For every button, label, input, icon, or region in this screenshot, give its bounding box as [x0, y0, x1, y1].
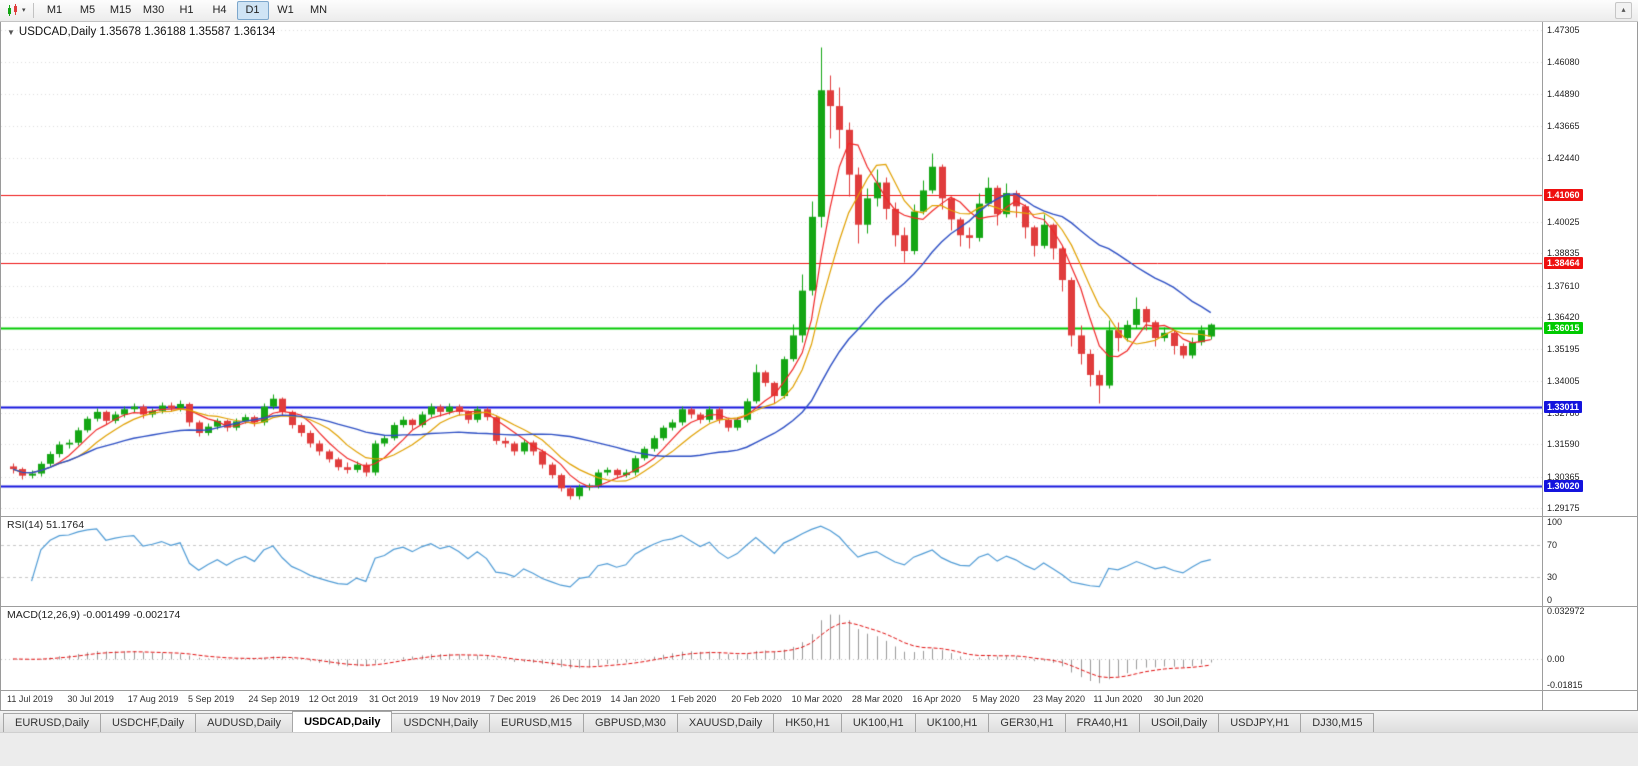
chart-tab-audusd-daily[interactable]: AUDUSD,Daily	[195, 713, 294, 732]
price-chart-canvas[interactable]	[1, 22, 1543, 516]
timeframe-button-m1[interactable]: M1	[46, 4, 63, 16]
macd-axis-label: 0.00	[1547, 653, 1565, 664]
chart-tab-usdcad-daily[interactable]: USDCAD,Daily	[292, 711, 393, 732]
price-tick-label: 1.32780	[1547, 407, 1580, 418]
rsi-level-label: 0	[1547, 595, 1553, 605]
chart-ohlc-readout: ▼ USDCAD,Daily 1.35678 1.36188 1.35587 1.…	[7, 26, 275, 38]
price-tick-label: 1.29175	[1547, 502, 1580, 513]
date-tick-label: 10 Mar 2020	[791, 694, 843, 704]
date-tick-label: 24 Sep 2019	[248, 694, 300, 704]
price-tick-label: 1.44890	[1547, 88, 1580, 99]
rsi-panel-label: RSI(14) 51.1764	[7, 519, 85, 531]
price-tick-label: 1.31590	[1547, 439, 1580, 450]
price-line-badge: 1.38464	[1544, 257, 1583, 270]
rsi-indicator-canvas[interactable]	[1, 516, 1543, 606]
chart-tab-bar: EURUSD,Daily USDCHF,Daily AUDUSD,Daily USDC…	[0, 710, 1638, 732]
chart-type-button[interactable]: ▾	[3, 2, 30, 19]
price-tick-label: 1.30365	[1547, 471, 1580, 482]
chart-tab-fra40-h1[interactable]: FRA40,H1	[1064, 713, 1140, 732]
timeframe-button-m30[interactable]: M30	[142, 4, 165, 16]
date-tick-label: 20 Feb 2020	[731, 694, 782, 704]
date-tick-label: 30 Jun 2020	[1153, 694, 1204, 704]
timeframe-button-h4[interactable]: H4	[212, 4, 227, 16]
macd-panel-label: MACD(12,26,9) -0.001499 -0.002174	[7, 609, 181, 621]
toolbar-overflow-button[interactable]: ▴	[1615, 2, 1632, 19]
date-tick-label: 31 Oct 2019	[369, 694, 419, 704]
chart-tab-dj30-m15[interactable]: DJ30,M15	[1300, 713, 1375, 732]
date-tick-label: 17 Aug 2019	[127, 694, 179, 704]
price-tick-label: 1.43665	[1547, 120, 1580, 131]
price-tick-label: 1.47305	[1547, 25, 1580, 36]
chart-tab-xauusd-daily[interactable]: XAUUSD,Daily	[676, 713, 775, 732]
chart-tab-uk100-h1[interactable]: UK100,H1	[914, 713, 990, 732]
chart-tab-ger30-h1[interactable]: GER30,H1	[988, 713, 1066, 732]
macd-axis-label: 0.032972	[1547, 605, 1585, 616]
chart-tab-usdchf-daily[interactable]: USDCHF,Daily	[99, 713, 197, 732]
chart-tab-eurusd-m15[interactable]: EURUSD,M15	[489, 713, 584, 732]
price-tick-label: 1.46080	[1547, 57, 1580, 68]
price-line-badge: 1.41060	[1544, 188, 1583, 201]
date-tick-label: 16 Apr 2020	[912, 694, 961, 704]
price-line-badge: 1.36015	[1544, 321, 1583, 334]
date-tick-label: 12 Oct 2019	[308, 694, 358, 704]
chart-tab-usdjpy-h1[interactable]: USDJPY,H1	[1218, 713, 1302, 732]
date-tick-label: 5 Sep 2019	[188, 694, 235, 704]
date-axis-separator	[1, 690, 1638, 691]
date-tick-label: 7 Dec 2019	[489, 694, 536, 704]
chart-tab-usdcnh-daily[interactable]: USDCNH,Daily	[391, 713, 491, 732]
date-tick-label: 14 Jan 2020	[610, 694, 661, 704]
timeframe-button-w1[interactable]: W1	[277, 4, 294, 16]
top-toolbar: ▾ M1 M5 M15 M30 H1 H4 D1 W1 MN ▴	[0, 0, 1638, 22]
price-tick-label: 1.34005	[1547, 375, 1580, 386]
price-tick-label: 1.40025	[1547, 216, 1580, 227]
chart-tab-eurusd-daily[interactable]: EURUSD,Daily	[3, 713, 101, 732]
toolbar-separator	[32, 3, 34, 18]
price-tick-label: 1.38835	[1547, 248, 1580, 259]
price-tick-label: 1.36420	[1547, 311, 1580, 322]
date-tick-label: 26 Dec 2019	[550, 694, 602, 704]
date-tick-label: 5 May 2020	[972, 694, 1020, 704]
status-area	[0, 732, 1638, 766]
price-tick-label: 1.37610	[1547, 280, 1580, 291]
date-tick-label: 11 Jul 2019	[7, 694, 53, 704]
price-tick-label: 1.42440	[1547, 153, 1580, 164]
rsi-level-label: 30	[1547, 571, 1558, 582]
timeframe-button-m15[interactable]: M15	[109, 4, 132, 16]
macd-indicator-canvas[interactable]	[1, 606, 1543, 690]
timeframe-button-mn[interactable]: MN	[309, 4, 328, 16]
date-tick-label: 28 Mar 2020	[851, 694, 903, 704]
date-tick-label: 19 Nov 2019	[429, 694, 481, 704]
chart-tab-usoil-daily[interactable]: USOil,Daily	[1138, 713, 1220, 732]
date-tick-label: 1 Feb 2020	[670, 694, 717, 704]
price-tick-label: 1.35195	[1547, 344, 1580, 355]
chart-tab-uk100-h1[interactable]: UK100,H1	[840, 713, 916, 732]
chart-tab-gbpusd-m30[interactable]: GBPUSD,M30	[582, 713, 678, 732]
date-tick-label: 11 Jun 2020	[1093, 694, 1143, 704]
timeframe-buttons: M1 M5 M15 M30 H1 H4 D1 W1 MN	[39, 1, 335, 20]
macd-panel-separator[interactable]	[1, 606, 1638, 607]
timeframe-button-m5[interactable]: M5	[79, 4, 96, 16]
rsi-level-label: 100	[1547, 517, 1563, 527]
timeframe-button-d1[interactable]: D1	[236, 1, 269, 20]
rsi-panel-separator[interactable]	[1, 516, 1638, 517]
macd-axis-label: -0.01815	[1547, 680, 1583, 691]
price-line-badge: 1.33011	[1544, 400, 1583, 413]
chart-tab-hk50-h1[interactable]: HK50,H1	[773, 713, 842, 732]
chart-area: ▼ USDCAD,Daily 1.35678 1.36188 1.35587 1.…	[0, 22, 1638, 710]
timeframe-button-h1[interactable]: H1	[179, 4, 194, 16]
price-axis-border	[1542, 22, 1543, 710]
candlestick-icon	[8, 4, 17, 16]
price-line-badge: 1.30020	[1544, 479, 1583, 492]
date-tick-label: 23 May 2020	[1032, 694, 1086, 704]
dropdown-caret-icon: ▾	[22, 7, 26, 14]
window-collapse-icon: ▼	[7, 28, 15, 37]
date-tick-label: 30 Jul 2019	[67, 694, 114, 704]
rsi-level-label: 70	[1547, 540, 1558, 551]
ohlc-readout-text: USDCAD,Daily 1.35678 1.36188 1.35587 1.3…	[18, 26, 276, 38]
